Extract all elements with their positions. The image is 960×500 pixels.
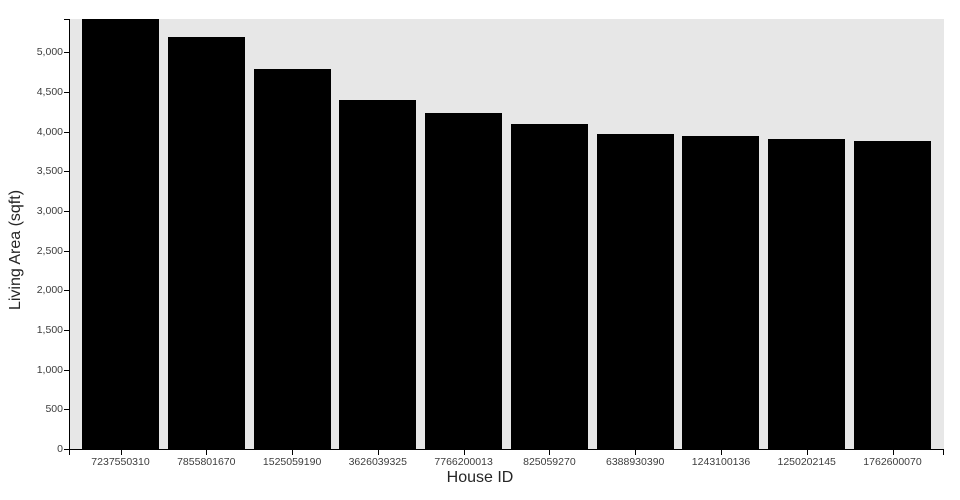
y-tick-label: 2,000 [36,284,63,297]
x-tick-label: 1525059190 [262,456,322,468]
bar [167,37,245,449]
x-tick-label: 1250202145 [777,456,836,468]
plot-area [70,19,944,449]
x-axis-title: House ID [446,469,514,486]
y-tick-mark [64,171,70,173]
y-tick-mark [64,52,70,54]
y-tick-mark [64,131,70,133]
x-axis-line [64,449,944,450]
y-tick-label: 3,500 [36,165,63,178]
x-tick-label: 3626039325 [348,456,407,468]
bar [82,19,159,449]
y-tick-mark [64,369,70,371]
y-tick-label: 5,000 [36,46,63,59]
y-tick-label: 0 [57,443,63,455]
y-tick-mark [64,409,70,411]
x-tick-mark [806,449,808,455]
x-tick-mark [549,449,551,455]
y-tick-mark [64,290,70,292]
bar [510,123,588,449]
y-tick-label: 1,500 [36,324,63,336]
x-tick-mark [721,449,722,455]
y-tick-label: 2,500 [36,244,63,257]
bar [854,141,932,449]
x-tick-mark [377,449,379,455]
x-tick-label: 1243100136 [691,456,751,468]
x-tick-mark [892,449,894,455]
x-tick-label: 6388930390 [605,456,665,468]
y-axis-line [69,19,70,455]
x-tick-label: 7237550310 [91,456,150,468]
y-tick-mark [64,330,70,331]
x-tick-mark [120,449,122,455]
x-tick-mark [292,449,294,455]
y-tick-label: 1,000 [36,363,63,376]
y-tick-mark [64,250,70,252]
x-tick-label: 825059270 [523,456,576,468]
y-tick-label: 3,000 [36,205,63,217]
x-tick-label: 7766200013 [434,456,493,468]
x-tick-mark [206,449,208,455]
y-tick-label: 4,500 [36,86,63,98]
x-tick-mark [463,449,465,455]
bar [425,113,503,449]
x-tick-label: 7855801670 [177,456,236,468]
bar [768,138,846,449]
y-tick-mark [64,211,70,212]
y-tick-mark [64,92,70,93]
y-axis-end-tick [64,19,70,20]
bar [596,134,674,449]
x-tick-label: 1762600070 [863,456,922,468]
x-axis-end-tick [943,449,944,455]
y-tick-label: 500 [45,403,63,416]
y-tick-label: 4,000 [36,125,63,138]
x-tick-mark [635,449,637,455]
bar [253,69,331,449]
bar [682,135,760,449]
bar [339,99,417,449]
